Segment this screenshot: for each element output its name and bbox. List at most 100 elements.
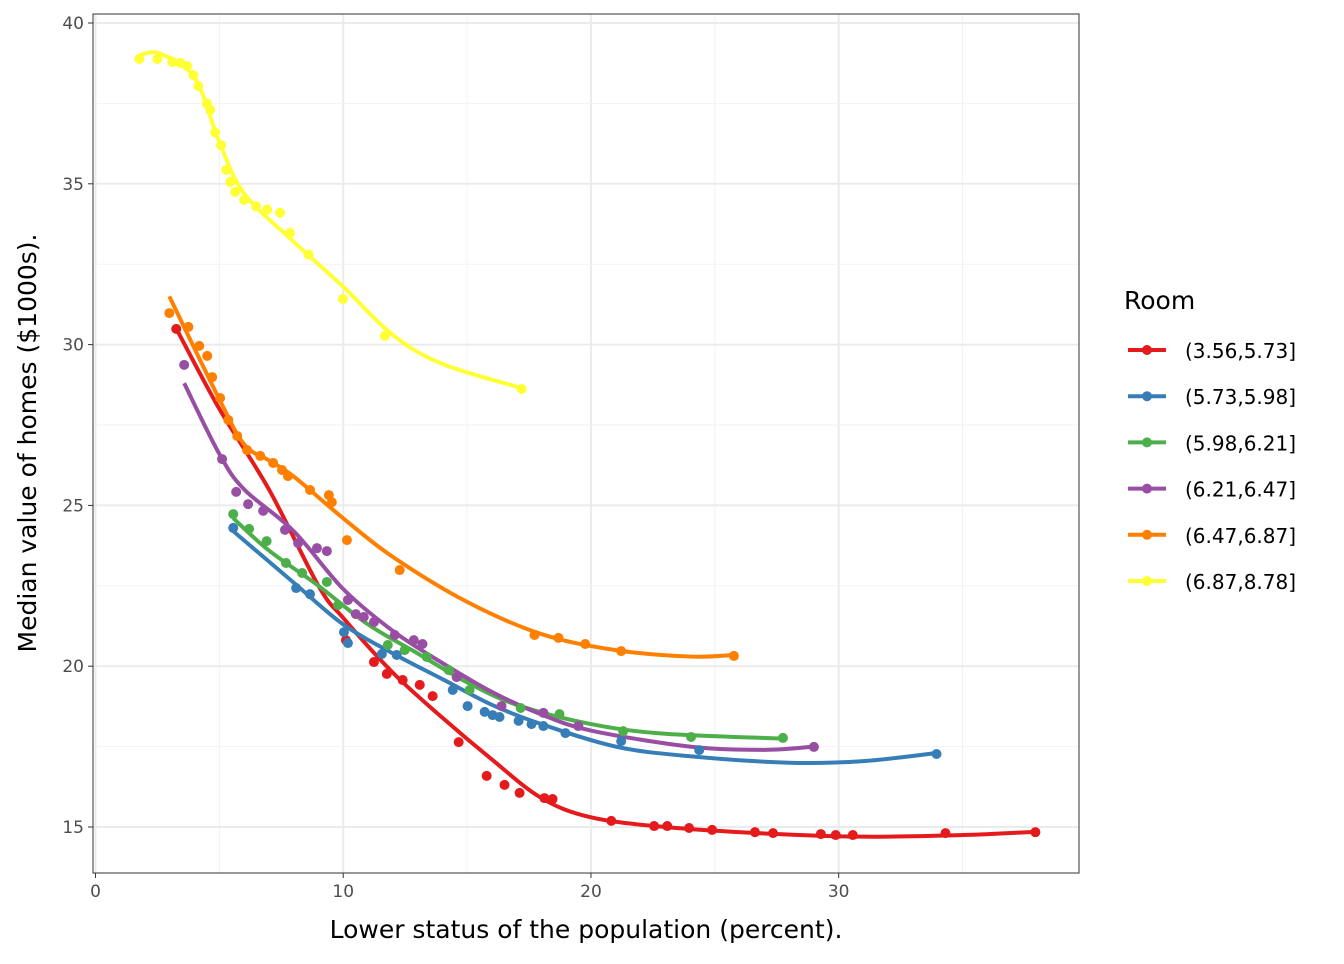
data-point [228,509,239,520]
data-point [554,709,565,720]
data-point [368,617,379,628]
data-point [152,54,163,65]
data-point [496,701,507,712]
smooth-line [182,382,815,752]
data-point [391,649,402,660]
data-point [230,186,241,197]
y-tick-label: 15 [62,818,84,838]
data-point [305,484,316,495]
data-point [284,228,295,239]
legend-key-point [1142,529,1152,540]
data-point [447,685,458,696]
data-point [768,828,779,839]
data-point [134,54,145,65]
data-point [529,630,540,641]
data-point [291,583,302,594]
data-point [618,726,629,737]
data-point [228,522,239,533]
data-point [479,706,490,717]
data-point [616,736,627,747]
x-tick-label: 0 [90,882,101,902]
data-point [183,321,194,332]
points [134,54,1041,841]
data-point [382,639,393,650]
data-point [553,632,564,643]
data-point [217,454,228,465]
data-point [297,567,308,578]
data-point [389,630,400,641]
data-point [464,685,475,696]
data-point [244,523,255,534]
data-point [342,638,353,649]
data-point [167,56,178,67]
data-point [255,450,266,461]
data-point [808,741,819,752]
data-point [179,359,190,370]
data-point [216,140,227,151]
data-point [275,207,286,218]
data-point [232,430,243,441]
data-point [513,715,524,726]
data-point [221,164,232,175]
legend-label: (6.47,6.87] [1185,524,1296,548]
data-point [499,779,510,790]
data-point [171,323,182,334]
data-point [940,828,951,839]
data-point [321,546,332,557]
data-point [649,821,660,832]
data-point [515,703,526,714]
x-axis-title: Lower status of the population (percent)… [330,915,843,944]
panel-border [92,13,1080,874]
data-point [453,737,464,748]
data-point [202,350,213,361]
y-tick-label: 35 [62,175,84,195]
data-point [414,679,425,690]
data-point [443,665,454,676]
legend-label: (5.98,6.21] [1185,431,1296,455]
data-point [451,672,462,683]
data-point [368,657,379,668]
y-axis-title: Median value of homes ($1000s). [13,233,42,652]
y-tick-label: 25 [62,496,84,516]
data-point [815,829,826,840]
data-point [684,822,695,833]
legend-key-point [1142,483,1152,494]
data-point [305,589,316,600]
data-point [560,728,571,739]
y-tick-label: 30 [62,336,84,356]
data-point [481,770,492,781]
data-point [427,691,438,702]
legend-label: (6.21,6.47] [1185,478,1296,502]
data-point [777,732,788,743]
data-point [749,827,760,838]
data-point [342,594,353,605]
data-point [462,701,473,712]
legend-label: (3.56,5.73] [1185,339,1296,363]
legend-label: (5.73,5.98] [1185,385,1296,409]
data-point [268,457,279,468]
legend-title: Room [1124,286,1195,315]
y-tick-label: 20 [62,657,84,677]
data-point [547,794,558,805]
data-point [282,471,293,482]
data-point [311,543,322,554]
data-point [662,821,673,832]
data-point [225,176,236,187]
legend-key-point [1142,345,1152,355]
data-point [261,536,272,547]
data-point [251,201,262,212]
data-point [258,505,269,516]
data-point [417,639,428,650]
data-point [293,538,304,549]
x-tick-label: 10 [332,882,354,902]
data-point [379,330,390,341]
y-tick-label: 40 [62,14,84,34]
data-point [321,576,332,587]
data-point [707,824,718,835]
data-point [223,414,234,425]
x-tick-label: 20 [580,882,602,902]
data-point [333,600,344,611]
data-point [182,61,193,72]
data-point [215,392,226,403]
